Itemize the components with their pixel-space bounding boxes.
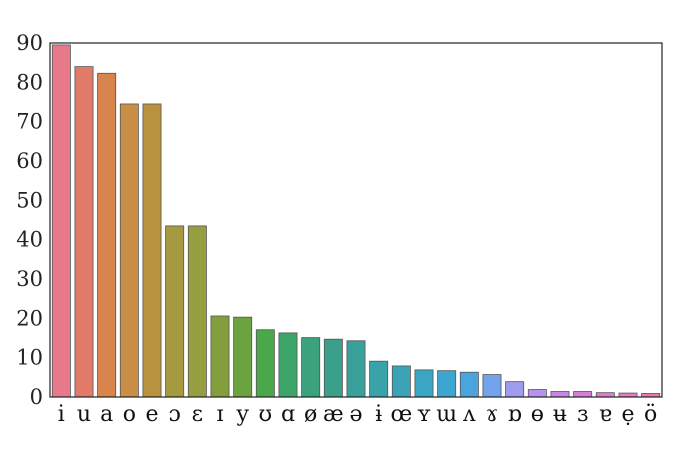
bar bbox=[595, 392, 615, 398]
bar bbox=[369, 360, 389, 398]
x-tick-label: u bbox=[77, 402, 91, 427]
x-tick-label: ö bbox=[644, 402, 657, 427]
y-tick-label: 80 bbox=[16, 70, 43, 94]
y-tick-label: 70 bbox=[16, 110, 43, 134]
bar bbox=[323, 338, 343, 398]
x-tick-label: ə bbox=[349, 402, 362, 427]
x-tick-label: ɑ bbox=[281, 402, 295, 427]
x-tick-label: ʌ bbox=[462, 402, 476, 427]
x-tick-label: æ bbox=[323, 402, 344, 427]
bar bbox=[414, 369, 434, 398]
y-tick-label: 90 bbox=[16, 31, 43, 55]
bar bbox=[142, 103, 162, 398]
x-tick-label: ɤ bbox=[486, 402, 498, 427]
x-tick-label: i bbox=[58, 402, 65, 427]
bar bbox=[527, 389, 547, 398]
x-tick-label: ɛ bbox=[192, 402, 203, 427]
bar bbox=[233, 316, 253, 398]
x-tick-label: ɨ bbox=[375, 402, 382, 427]
x-tick-label: ẹ bbox=[621, 402, 634, 427]
bar bbox=[210, 315, 230, 398]
y-tick-label: 30 bbox=[16, 267, 43, 291]
bars-group bbox=[51, 44, 661, 398]
bar bbox=[278, 332, 298, 398]
bar bbox=[391, 365, 411, 398]
bar bbox=[187, 225, 207, 398]
bar bbox=[482, 374, 502, 398]
x-tick-label: ɔ bbox=[169, 402, 181, 427]
bar bbox=[505, 381, 525, 398]
bar bbox=[74, 66, 94, 398]
x-tick-label: ø bbox=[304, 402, 317, 427]
x-tick-label: ʉ bbox=[553, 402, 567, 427]
x-tick-label: ɐ bbox=[599, 402, 612, 427]
bar bbox=[573, 391, 593, 398]
bar bbox=[346, 340, 366, 398]
x-tick-label: e bbox=[145, 402, 158, 427]
x-tick-label: œ bbox=[390, 402, 412, 427]
bar bbox=[550, 391, 570, 398]
bar bbox=[97, 72, 117, 398]
bar bbox=[459, 371, 479, 398]
x-tick-label: ɯ bbox=[436, 402, 457, 427]
bar bbox=[301, 337, 321, 398]
x-tick-label: y bbox=[235, 402, 249, 427]
bar bbox=[255, 329, 275, 398]
y-tick-label: 0 bbox=[30, 385, 43, 409]
x-tick-label: ɵ bbox=[531, 402, 544, 427]
x-tick-label: ɜ bbox=[577, 402, 588, 427]
y-tick-label: 60 bbox=[16, 149, 43, 173]
bar bbox=[437, 370, 457, 398]
x-tick-label: ʊ bbox=[259, 402, 273, 427]
plot-frame bbox=[49, 42, 663, 398]
bar bbox=[119, 103, 139, 398]
y-tick-label: 50 bbox=[16, 188, 43, 212]
bar bbox=[51, 44, 71, 398]
y-axis: 0 10 20 30 40 50 60 70 80 90 bbox=[16, 31, 43, 409]
x-tick-label: o bbox=[123, 402, 136, 427]
x-tick-label: ɪ bbox=[216, 402, 223, 427]
bar bbox=[165, 225, 185, 398]
x-tick-label: ʏ bbox=[417, 402, 431, 427]
x-tick-label: ɒ bbox=[508, 402, 522, 427]
x-tick-label: a bbox=[100, 402, 113, 427]
y-tick-label: 20 bbox=[16, 306, 43, 330]
y-tick-label: 40 bbox=[16, 228, 43, 252]
y-tick-label: 10 bbox=[16, 346, 43, 370]
